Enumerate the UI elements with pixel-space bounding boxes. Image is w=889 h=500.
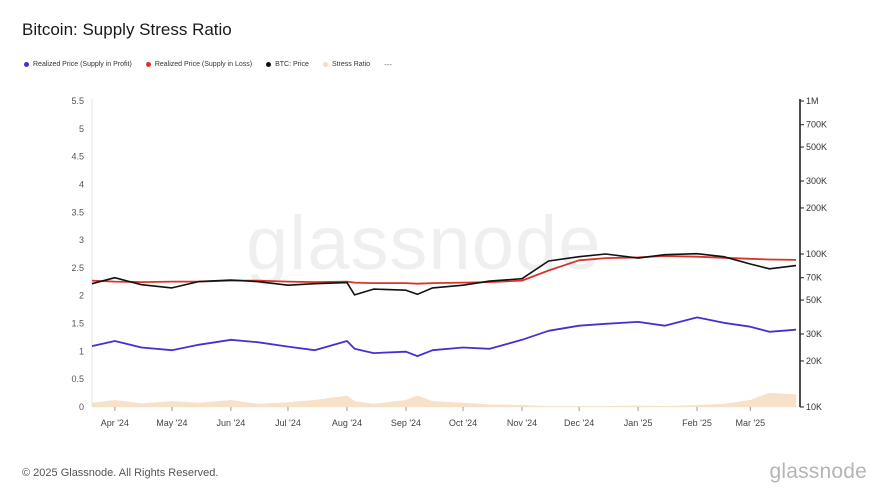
x-tick-label: Jun '24 xyxy=(217,418,246,428)
left-tick-label: 3 xyxy=(79,235,84,245)
x-tick-label: Aug '24 xyxy=(332,418,362,428)
right-tick-label: 1M xyxy=(806,96,819,106)
left-tick-label: 5 xyxy=(79,124,84,134)
legend-item-stress[interactable]: Stress Ratio xyxy=(322,61,371,68)
legend-swatch xyxy=(145,62,151,67)
right-tick-label: 30K xyxy=(806,329,822,339)
brand-logo: glassnode xyxy=(769,460,867,483)
x-tick-label: Sep '24 xyxy=(391,418,421,428)
left-tick-label: 5.5 xyxy=(71,96,84,106)
legend-item-profit[interactable]: Realized Price (Supply in Profit) xyxy=(24,61,132,68)
right-tick-label: 50K xyxy=(806,295,822,305)
legend-swatch xyxy=(24,62,29,67)
left-tick-label: 1.5 xyxy=(71,319,84,329)
stress-ratio-area xyxy=(91,392,797,408)
left-tick-label: 0 xyxy=(79,402,84,412)
right-tick-label: 70K xyxy=(806,273,822,283)
chart-title: Bitcoin: Supply Stress Ratio xyxy=(22,20,232,39)
x-tick-label: Apr '24 xyxy=(101,418,129,428)
x-tick-label: Nov '24 xyxy=(507,418,537,428)
right-tick-label: 300K xyxy=(806,176,827,186)
right-tick-label: 200K xyxy=(806,203,827,213)
legend-more[interactable]: --- xyxy=(384,60,393,69)
left-tick-label: 3.5 xyxy=(71,207,84,217)
legend-label: Stress Ratio xyxy=(331,61,371,68)
legend-label: BTC: Price xyxy=(275,61,309,68)
right-tick-label: 20K xyxy=(806,356,822,366)
legend-item-price[interactable]: BTC: Price xyxy=(266,61,309,68)
left-tick-label: 0.5 xyxy=(71,374,84,384)
legend-swatch xyxy=(266,62,272,67)
right-tick-label: 500K xyxy=(806,142,827,152)
legend-swatch xyxy=(322,62,328,67)
right-tick-label: 10K xyxy=(806,402,822,412)
left-tick-label: 2.5 xyxy=(71,263,84,273)
x-tick-label: Oct '24 xyxy=(449,418,477,428)
left-tick-label: 4 xyxy=(79,179,84,189)
profit-realized-price-line xyxy=(91,316,797,357)
copyright: © 2025 Glassnode. All Rights Reserved. xyxy=(22,467,219,479)
left-tick-label: 2 xyxy=(79,291,84,301)
legend-item-loss[interactable]: Realized Price (Supply in Loss) xyxy=(145,61,253,68)
right-axis: 10K 20K 30K 50K 70K 100K 200K 300K 500K 700K 1M xyxy=(799,96,827,412)
left-tick-label: 4.5 xyxy=(71,152,84,162)
left-axis: 0 0.5 1 1.5 2 2.5 3 3.5 4 4.5 5 5.5 xyxy=(71,96,93,412)
stress-layer xyxy=(91,392,797,408)
x-axis: Apr '24 May '24 Jun '24 Jul '24 Aug '24 Sep '… xyxy=(101,407,765,428)
x-tick-label: Jul '24 xyxy=(275,418,301,428)
legend-label: Realized Price (Supply in Loss) xyxy=(154,61,253,68)
x-tick-label: Jan '25 xyxy=(624,418,653,428)
x-tick-label: Mar '25 xyxy=(735,418,765,428)
x-tick-label: May '24 xyxy=(156,418,187,428)
loss-realized-price-line xyxy=(91,255,797,285)
x-tick-label: Feb '25 xyxy=(682,418,712,428)
series-layer xyxy=(91,252,797,357)
left-tick-label: 1 xyxy=(79,346,84,356)
legend: Realized Price (Supply in Profit) Realiz… xyxy=(24,60,392,69)
x-tick-label: Dec '24 xyxy=(564,418,594,428)
btc-price-line xyxy=(91,252,797,296)
legend-label: Realized Price (Supply in Profit) xyxy=(33,61,132,68)
right-tick-label: 700K xyxy=(806,120,827,130)
right-tick-label: 100K xyxy=(806,249,827,259)
